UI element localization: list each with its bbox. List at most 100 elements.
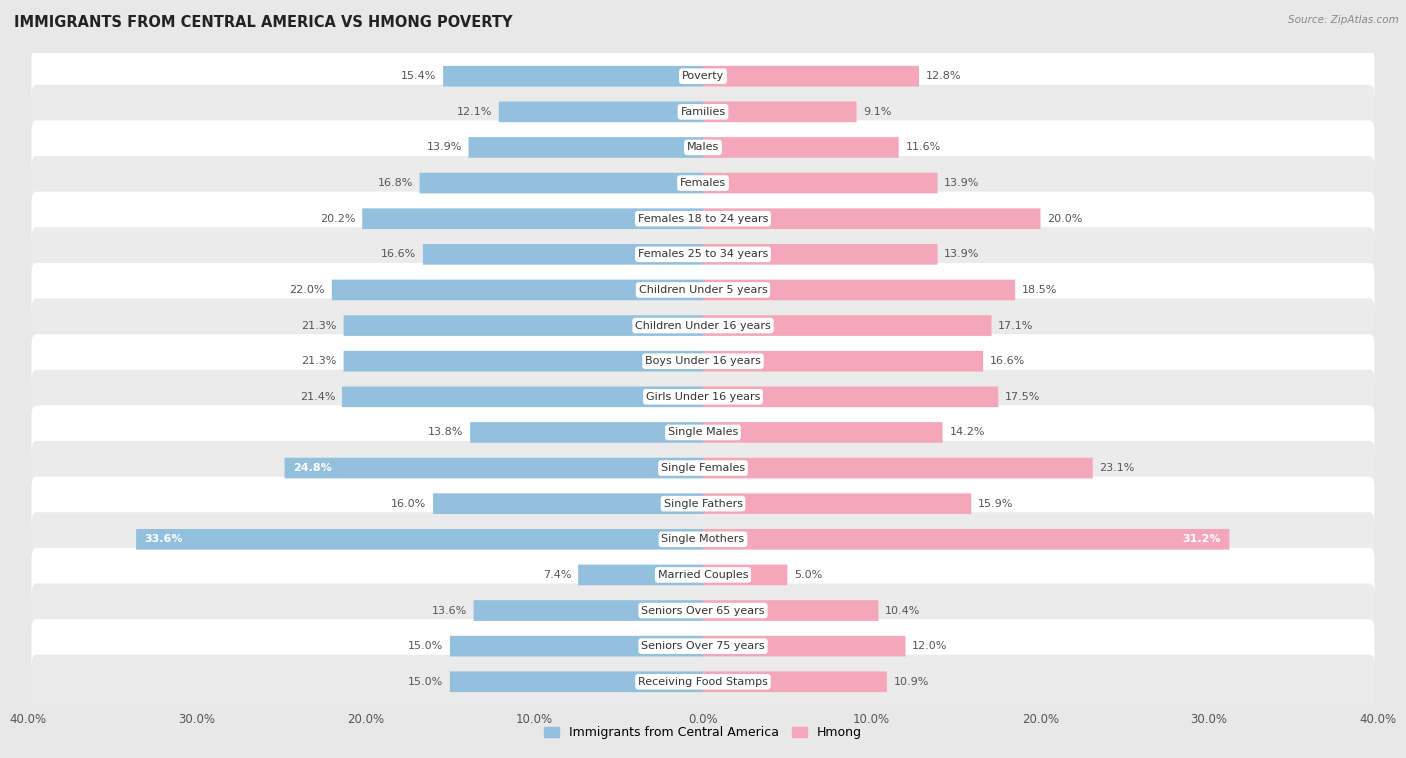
FancyBboxPatch shape — [703, 458, 1092, 478]
Text: Females 18 to 24 years: Females 18 to 24 years — [638, 214, 768, 224]
FancyBboxPatch shape — [343, 351, 703, 371]
FancyBboxPatch shape — [703, 137, 898, 158]
Text: 16.6%: 16.6% — [381, 249, 416, 259]
Text: 11.6%: 11.6% — [905, 143, 941, 152]
FancyBboxPatch shape — [703, 672, 887, 692]
Text: 5.0%: 5.0% — [794, 570, 823, 580]
FancyBboxPatch shape — [31, 584, 1375, 637]
FancyBboxPatch shape — [31, 334, 1375, 388]
Text: Females: Females — [681, 178, 725, 188]
Text: Poverty: Poverty — [682, 71, 724, 81]
FancyBboxPatch shape — [703, 387, 998, 407]
FancyBboxPatch shape — [31, 299, 1375, 352]
FancyBboxPatch shape — [703, 244, 938, 265]
Text: 21.3%: 21.3% — [301, 356, 337, 366]
FancyBboxPatch shape — [703, 66, 920, 86]
Text: 16.6%: 16.6% — [990, 356, 1025, 366]
Text: 24.8%: 24.8% — [292, 463, 332, 473]
FancyBboxPatch shape — [443, 66, 703, 86]
FancyBboxPatch shape — [31, 548, 1375, 602]
Text: 18.5%: 18.5% — [1022, 285, 1057, 295]
FancyBboxPatch shape — [31, 619, 1375, 673]
FancyBboxPatch shape — [31, 227, 1375, 281]
Legend: Immigrants from Central America, Hmong: Immigrants from Central America, Hmong — [540, 722, 866, 744]
Text: 15.0%: 15.0% — [408, 677, 443, 687]
Text: 20.0%: 20.0% — [1047, 214, 1083, 224]
Text: 13.8%: 13.8% — [427, 428, 464, 437]
FancyBboxPatch shape — [31, 156, 1375, 210]
FancyBboxPatch shape — [31, 370, 1375, 424]
Text: Single Mothers: Single Mothers — [661, 534, 745, 544]
FancyBboxPatch shape — [499, 102, 703, 122]
FancyBboxPatch shape — [31, 512, 1375, 566]
Text: 31.2%: 31.2% — [1182, 534, 1220, 544]
Text: Seniors Over 65 years: Seniors Over 65 years — [641, 606, 765, 615]
Text: 22.0%: 22.0% — [290, 285, 325, 295]
Text: 13.6%: 13.6% — [432, 606, 467, 615]
Text: Girls Under 16 years: Girls Under 16 years — [645, 392, 761, 402]
FancyBboxPatch shape — [703, 280, 1015, 300]
FancyBboxPatch shape — [703, 315, 991, 336]
FancyBboxPatch shape — [31, 192, 1375, 246]
Text: Children Under 16 years: Children Under 16 years — [636, 321, 770, 330]
Text: 20.2%: 20.2% — [321, 214, 356, 224]
Text: Receiving Food Stamps: Receiving Food Stamps — [638, 677, 768, 687]
Text: 13.9%: 13.9% — [426, 143, 461, 152]
Text: Females 25 to 34 years: Females 25 to 34 years — [638, 249, 768, 259]
FancyBboxPatch shape — [136, 529, 703, 550]
Text: Source: ZipAtlas.com: Source: ZipAtlas.com — [1288, 15, 1399, 25]
FancyBboxPatch shape — [343, 315, 703, 336]
Text: 21.3%: 21.3% — [301, 321, 337, 330]
Text: Families: Families — [681, 107, 725, 117]
FancyBboxPatch shape — [703, 529, 1229, 550]
Text: 9.1%: 9.1% — [863, 107, 891, 117]
Text: 13.9%: 13.9% — [945, 249, 980, 259]
FancyBboxPatch shape — [433, 493, 703, 514]
Text: Males: Males — [688, 143, 718, 152]
Text: 21.4%: 21.4% — [299, 392, 335, 402]
Text: 16.8%: 16.8% — [377, 178, 413, 188]
FancyBboxPatch shape — [31, 477, 1375, 531]
FancyBboxPatch shape — [31, 441, 1375, 495]
Text: 7.4%: 7.4% — [543, 570, 571, 580]
Text: 12.0%: 12.0% — [912, 641, 948, 651]
Text: Seniors Over 75 years: Seniors Over 75 years — [641, 641, 765, 651]
FancyBboxPatch shape — [474, 600, 703, 621]
FancyBboxPatch shape — [703, 208, 1040, 229]
FancyBboxPatch shape — [450, 636, 703, 656]
FancyBboxPatch shape — [703, 102, 856, 122]
FancyBboxPatch shape — [703, 636, 905, 656]
FancyBboxPatch shape — [450, 672, 703, 692]
Text: 12.8%: 12.8% — [925, 71, 962, 81]
FancyBboxPatch shape — [470, 422, 703, 443]
FancyBboxPatch shape — [31, 85, 1375, 139]
Text: 10.9%: 10.9% — [894, 677, 929, 687]
Text: 17.1%: 17.1% — [998, 321, 1033, 330]
FancyBboxPatch shape — [419, 173, 703, 193]
FancyBboxPatch shape — [578, 565, 703, 585]
FancyBboxPatch shape — [703, 600, 879, 621]
FancyBboxPatch shape — [31, 121, 1375, 174]
FancyBboxPatch shape — [31, 49, 1375, 103]
Text: Single Females: Single Females — [661, 463, 745, 473]
FancyBboxPatch shape — [703, 422, 942, 443]
Text: 15.4%: 15.4% — [401, 71, 436, 81]
FancyBboxPatch shape — [31, 406, 1375, 459]
Text: Children Under 5 years: Children Under 5 years — [638, 285, 768, 295]
Text: 17.5%: 17.5% — [1005, 392, 1040, 402]
Text: IMMIGRANTS FROM CENTRAL AMERICA VS HMONG POVERTY: IMMIGRANTS FROM CENTRAL AMERICA VS HMONG… — [14, 15, 513, 30]
FancyBboxPatch shape — [703, 173, 938, 193]
FancyBboxPatch shape — [423, 244, 703, 265]
Text: 14.2%: 14.2% — [949, 428, 984, 437]
FancyBboxPatch shape — [703, 351, 983, 371]
FancyBboxPatch shape — [31, 263, 1375, 317]
FancyBboxPatch shape — [284, 458, 703, 478]
Text: 10.4%: 10.4% — [886, 606, 921, 615]
Text: Married Couples: Married Couples — [658, 570, 748, 580]
FancyBboxPatch shape — [703, 565, 787, 585]
FancyBboxPatch shape — [31, 655, 1375, 709]
Text: 12.1%: 12.1% — [457, 107, 492, 117]
Text: 33.6%: 33.6% — [145, 534, 183, 544]
FancyBboxPatch shape — [332, 280, 703, 300]
Text: Boys Under 16 years: Boys Under 16 years — [645, 356, 761, 366]
